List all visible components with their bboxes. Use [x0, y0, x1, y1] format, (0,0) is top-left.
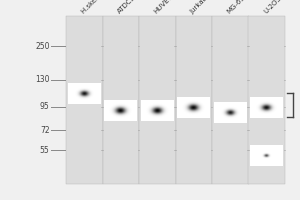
Text: H.skeletal muscle: H.skeletal muscle	[80, 0, 128, 15]
Text: 95: 95	[40, 102, 50, 111]
Bar	[176, 16, 212, 184]
Text: U-2OS: U-2OS	[262, 0, 282, 15]
Bar	[212, 16, 248, 184]
Text: ATDC5: ATDC5	[116, 0, 137, 15]
Text: 250: 250	[35, 42, 50, 51]
Bar	[66, 16, 285, 184]
Text: HUVEC: HUVEC	[153, 0, 174, 15]
Bar	[66, 16, 103, 184]
Text: MG-63: MG-63	[226, 0, 246, 15]
Text: Jurkat: Jurkat	[190, 0, 208, 15]
Text: 72: 72	[40, 126, 50, 135]
Bar	[139, 16, 176, 184]
Text: 55: 55	[40, 146, 50, 155]
Bar	[103, 16, 139, 184]
Text: 130: 130	[35, 75, 50, 84]
Bar	[248, 16, 285, 184]
